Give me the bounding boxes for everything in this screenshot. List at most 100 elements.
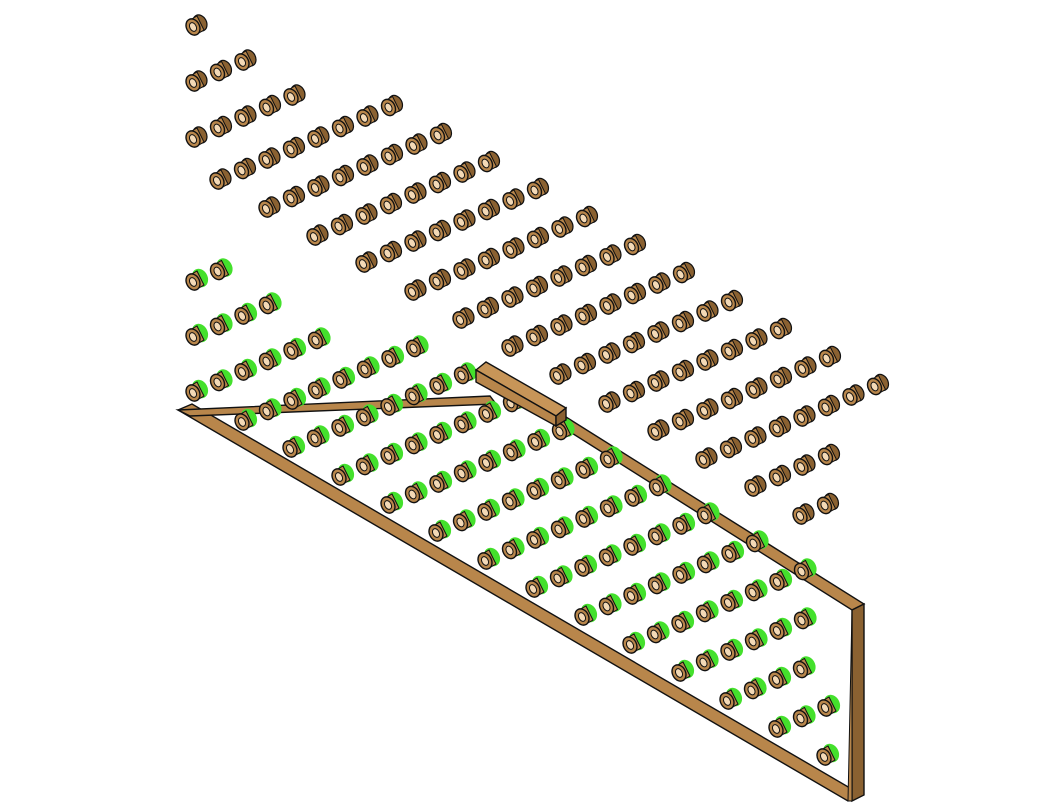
- upper-pin: [598, 391, 621, 413]
- lower-pin: [744, 579, 768, 602]
- lower-pin: [477, 547, 501, 570]
- upper-pin: [769, 366, 793, 389]
- upper-pin: [185, 14, 208, 36]
- upper-pin: [768, 464, 792, 487]
- upper-pin: [501, 335, 524, 357]
- upper-pin: [672, 261, 696, 284]
- upper-pin: [477, 150, 501, 173]
- lower-pin: [429, 470, 453, 493]
- upper-pin: [405, 133, 428, 155]
- upper-pin: [379, 240, 403, 263]
- upper-pin: [574, 254, 598, 277]
- lower-pin: [623, 582, 647, 605]
- lower-pin: [575, 505, 599, 528]
- lower-pin: [745, 530, 769, 553]
- upper-pin: [330, 213, 354, 236]
- lower-pin: [549, 565, 573, 588]
- lower-pin: [331, 463, 355, 486]
- lower-pin: [356, 356, 380, 379]
- upper-pin: [792, 503, 815, 525]
- lower-pin: [405, 335, 429, 358]
- lower-pin: [744, 628, 768, 651]
- lower-pin: [793, 607, 817, 630]
- upper-pin: [794, 356, 817, 378]
- lower-pin: [307, 377, 331, 400]
- upper-pin: [842, 384, 865, 406]
- lower-pin: [453, 460, 477, 483]
- lower-pin: [185, 379, 209, 402]
- upper-pin: [866, 373, 890, 396]
- upper-pin: [598, 342, 621, 364]
- upper-pin: [380, 143, 404, 166]
- lower-pin: [696, 502, 720, 525]
- upper-pin: [404, 230, 427, 252]
- upper-pin: [647, 321, 670, 343]
- lower-pin: [452, 509, 476, 532]
- upper-pin: [307, 175, 330, 197]
- lower-pin: [671, 610, 695, 633]
- upper-pin: [258, 94, 282, 117]
- lower-pin: [404, 383, 428, 406]
- upper-pin: [502, 188, 525, 210]
- upper-pin: [209, 59, 233, 82]
- upper-pin: [452, 307, 475, 329]
- lower-pin: [283, 387, 307, 410]
- lower-pin: [429, 421, 453, 444]
- lower-pin: [550, 516, 574, 539]
- upper-pin: [282, 185, 306, 208]
- lower-pin: [404, 432, 428, 455]
- lower-pin: [234, 302, 258, 325]
- upper-pin: [234, 49, 257, 71]
- lower-pin: [234, 358, 258, 381]
- upper-pin-array: [185, 14, 890, 525]
- lower-pin: [623, 533, 647, 556]
- upper-pin: [671, 359, 695, 382]
- upper-pin: [526, 226, 550, 249]
- lower-pin: [720, 638, 744, 661]
- upper-pin: [817, 394, 841, 417]
- upper-pin: [429, 122, 453, 145]
- lower-pin: [380, 491, 404, 514]
- lower-pin: [332, 366, 356, 389]
- tray-end-post: [851, 602, 865, 803]
- lower-pin: [258, 348, 282, 371]
- upper-pin: [477, 247, 501, 270]
- upper-pin: [720, 387, 744, 410]
- upper-pin: [380, 94, 404, 117]
- lower-pin: [696, 551, 720, 574]
- upper-pin: [453, 258, 476, 280]
- lower-pin: [647, 572, 671, 595]
- lower-pin: [575, 456, 599, 479]
- upper-pin: [793, 405, 816, 427]
- upper-pin: [719, 436, 743, 459]
- lower-pin: [477, 498, 501, 521]
- lower-pin: [429, 372, 453, 395]
- upper-pin: [623, 282, 647, 305]
- lower-pin: [792, 656, 816, 679]
- lower-pin: [527, 428, 551, 451]
- upper-pin: [428, 219, 452, 242]
- upper-pin: [331, 164, 355, 187]
- lower-pin: [599, 446, 623, 469]
- lower-pin: [428, 519, 452, 542]
- lower-pin: [501, 488, 525, 511]
- lower-pin: [817, 694, 841, 717]
- lower-pin: [648, 474, 672, 497]
- lower-pin: [502, 439, 526, 462]
- upper-pin: [209, 168, 232, 190]
- upper-pin: [647, 370, 670, 392]
- lower-pin: [478, 400, 502, 423]
- upper-pin: [379, 192, 403, 215]
- upper-pin: [769, 317, 793, 340]
- lower-pin: [283, 337, 307, 360]
- upper-pin: [428, 268, 452, 291]
- upper-pin: [768, 415, 792, 438]
- block-end-face: [555, 406, 567, 428]
- lower-pin: [695, 600, 719, 623]
- upper-pin: [818, 345, 842, 368]
- upper-pin: [404, 279, 427, 301]
- upper-pin: [283, 84, 306, 106]
- upper-pin: [477, 198, 501, 221]
- upper-pin: [599, 293, 622, 315]
